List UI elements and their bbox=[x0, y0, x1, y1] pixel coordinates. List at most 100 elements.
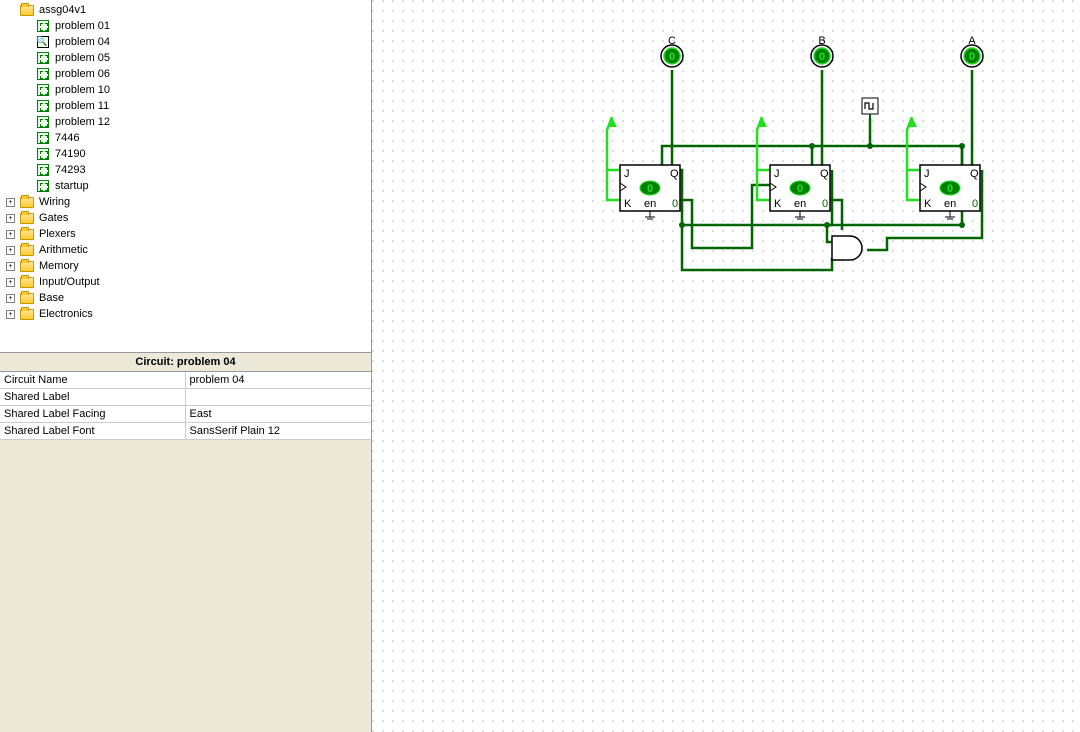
property-value[interactable]: SansSerif Plain 12 bbox=[186, 423, 372, 439]
tree-library[interactable]: + Input/Output bbox=[2, 274, 369, 290]
tree-label: Plexers bbox=[39, 228, 76, 240]
circuit-icon bbox=[35, 147, 51, 161]
svg-text:0: 0 bbox=[819, 51, 825, 63]
tree-label: problem 05 bbox=[55, 52, 110, 64]
expand-icon[interactable]: + bbox=[6, 246, 15, 255]
tree-circuit[interactable]: problem 06 bbox=[2, 66, 369, 82]
tree-label: problem 11 bbox=[55, 100, 109, 112]
circuit-icon bbox=[35, 115, 51, 129]
circuit-icon bbox=[35, 83, 51, 97]
tree-label: assg04v1 bbox=[39, 4, 86, 16]
svg-text:0: 0 bbox=[797, 183, 803, 195]
circuit-canvas[interactable]: C0B0A0JKQen00JKQen00JKQen00 bbox=[372, 0, 1080, 732]
svg-text:Q: Q bbox=[670, 168, 679, 180]
tree-circuit[interactable]: 7446 bbox=[2, 130, 369, 146]
tree-label: Memory bbox=[39, 260, 79, 272]
tree-circuit[interactable]: 74190 bbox=[2, 146, 369, 162]
property-row[interactable]: Shared Label bbox=[0, 389, 371, 406]
svg-text:K: K bbox=[924, 198, 932, 210]
tree-label: Input/Output bbox=[39, 276, 100, 288]
tree-circuit[interactable]: problem 05 bbox=[2, 50, 369, 66]
svg-text:J: J bbox=[624, 168, 630, 180]
expand-icon[interactable]: + bbox=[6, 198, 15, 207]
tree-label: 74190 bbox=[55, 148, 86, 160]
tree-label: 7446 bbox=[55, 132, 79, 144]
folder-icon bbox=[19, 275, 35, 289]
circuit-icon bbox=[35, 163, 51, 177]
tree-circuit[interactable]: problem 04 bbox=[2, 34, 369, 50]
tree-library[interactable]: +Base bbox=[2, 290, 369, 306]
tree-circuit[interactable]: problem 10 bbox=[2, 82, 369, 98]
tree-label: Arithmetic bbox=[39, 244, 88, 256]
expand-icon[interactable]: + bbox=[6, 310, 15, 319]
svg-text:K: K bbox=[774, 198, 782, 210]
circuit-icon bbox=[35, 51, 51, 65]
svg-text:en: en bbox=[794, 198, 806, 210]
project-tree[interactable]: assg04v1 problem 01 problem 04 problem 05 pr… bbox=[0, 0, 371, 352]
expand-icon[interactable]: + bbox=[6, 262, 15, 271]
tree-circuit[interactable]: problem 11 bbox=[2, 98, 369, 114]
folder-icon bbox=[19, 227, 35, 241]
svg-text:K: K bbox=[624, 198, 632, 210]
svg-text:en: en bbox=[944, 198, 956, 210]
svg-text:Q: Q bbox=[820, 168, 829, 180]
property-panel: Circuit: problem 04 Circuit Nameproblem … bbox=[0, 352, 371, 440]
property-key: Shared Label Font bbox=[0, 423, 186, 439]
tree-circuit[interactable]: problem 01 bbox=[2, 18, 369, 34]
svg-text:0: 0 bbox=[672, 198, 678, 210]
property-header: Circuit: problem 04 bbox=[0, 353, 371, 372]
property-row[interactable]: Shared Label FacingEast bbox=[0, 406, 371, 423]
circuit-icon bbox=[35, 179, 51, 193]
tree-library[interactable]: + Wiring bbox=[2, 194, 369, 210]
expand-icon[interactable]: + bbox=[6, 214, 15, 223]
svg-text:J: J bbox=[774, 168, 780, 180]
svg-text:0: 0 bbox=[822, 198, 828, 210]
property-key: Circuit Name bbox=[0, 372, 186, 388]
property-row[interactable]: Shared Label FontSansSerif Plain 12 bbox=[0, 423, 371, 440]
svg-text:0: 0 bbox=[947, 183, 953, 195]
property-key: Shared Label Facing bbox=[0, 406, 186, 422]
tree-label: 74293 bbox=[55, 164, 86, 176]
svg-text:0: 0 bbox=[647, 183, 653, 195]
circuit-icon bbox=[35, 131, 51, 145]
tree-library[interactable]: + Plexers bbox=[2, 226, 369, 242]
tree-root[interactable]: assg04v1 bbox=[2, 2, 369, 18]
expand-icon[interactable]: + bbox=[6, 278, 15, 287]
folder-icon bbox=[19, 195, 35, 209]
circuit-icon bbox=[35, 67, 51, 81]
tree-label: Wiring bbox=[39, 196, 70, 208]
folder-icon bbox=[19, 243, 35, 257]
tree-library[interactable]: +Electronics bbox=[2, 306, 369, 322]
tree-label: problem 06 bbox=[55, 68, 110, 80]
tree-label: problem 10 bbox=[55, 84, 110, 96]
folder-icon bbox=[19, 259, 35, 273]
tree-label: Gates bbox=[39, 212, 68, 224]
circuit-icon bbox=[35, 35, 51, 49]
property-value[interactable] bbox=[186, 389, 372, 405]
svg-text:0: 0 bbox=[669, 51, 675, 63]
tree-label: problem 01 bbox=[55, 20, 110, 32]
tree-label: problem 12 bbox=[55, 116, 110, 128]
svg-text:0: 0 bbox=[969, 51, 975, 63]
tree-library[interactable]: + Memory bbox=[2, 258, 369, 274]
tree-circuit[interactable]: 74293 bbox=[2, 162, 369, 178]
folder-icon bbox=[19, 211, 35, 225]
tree-label: problem 04 bbox=[55, 36, 110, 48]
svg-text:J: J bbox=[924, 168, 930, 180]
folder-icon bbox=[19, 291, 35, 305]
property-row[interactable]: Circuit Nameproblem 04 bbox=[0, 372, 371, 389]
property-value[interactable]: East bbox=[186, 406, 372, 422]
tree-library[interactable]: + Arithmetic bbox=[2, 242, 369, 258]
svg-text:0: 0 bbox=[972, 198, 978, 210]
expand-icon[interactable]: + bbox=[6, 230, 15, 239]
circuit-icon bbox=[35, 99, 51, 113]
tree-library[interactable]: + Gates bbox=[2, 210, 369, 226]
property-key: Shared Label bbox=[0, 389, 186, 405]
folder-icon bbox=[19, 307, 35, 321]
tree-label: startup bbox=[55, 180, 89, 192]
property-value[interactable]: problem 04 bbox=[186, 372, 372, 388]
expand-icon[interactable]: + bbox=[6, 294, 15, 303]
tree-circuit[interactable]: startup bbox=[2, 178, 369, 194]
panel-filler bbox=[0, 440, 371, 732]
tree-circuit[interactable]: problem 12 bbox=[2, 114, 369, 130]
